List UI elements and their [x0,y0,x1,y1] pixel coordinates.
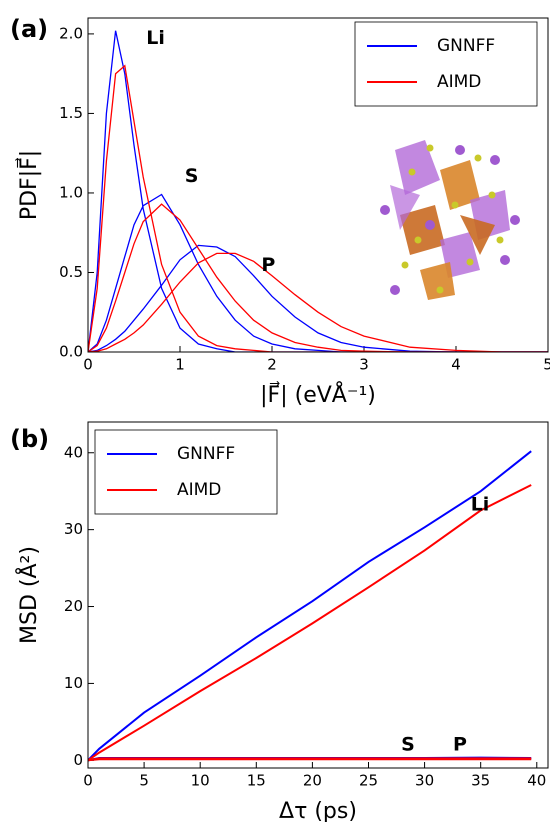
legend-box [355,22,537,106]
y-axis-label: MSD (Å²) [15,546,42,644]
y-tick-label: 30 [64,520,83,538]
x-tick-label: 10 [191,772,210,790]
species-label: Li [471,494,490,516]
legend-label: AIMD [437,72,481,92]
x-tick-label: 1 [175,356,185,374]
species-label: P [261,254,275,276]
y-tick-label: 10 [64,674,83,692]
crystal-inset [380,140,520,300]
species-label: Li [146,27,165,49]
y-tick-label: 1.0 [59,183,83,201]
x-tick-label: 5 [543,356,550,374]
x-tick-label: 15 [247,772,266,790]
x-tick-label: 4 [451,356,461,374]
y-tick-label: 0 [73,751,83,769]
curve [88,759,531,760]
x-tick-label: 25 [359,772,378,790]
x-axis-label: |F⃗| (eVÅ⁻¹) [260,381,376,408]
x-tick-label: 0 [83,772,93,790]
x-tick-label: 5 [139,772,149,790]
curve [88,485,531,760]
legend-box [95,430,277,514]
x-tick-label: 2 [267,356,277,374]
y-tick-label: 1.5 [59,104,83,122]
x-tick-label: 30 [415,772,434,790]
y-tick-label: 0.0 [59,343,83,361]
legend-label: AIMD [177,480,221,500]
panel: (b) 0 5 10 15 20 25 30 35 40 0 10 20 30 40 Li S P Δτ (ps) M… [10,422,548,822]
x-axis-label: Δτ (ps) [279,799,357,822]
x-tick-label: 20 [303,772,322,790]
legend-label: GNNFF [177,444,235,464]
panel-label: (a) [10,15,48,43]
panel-label: (b) [10,425,49,453]
figure: (a) 0 1 2 3 4 5 0.0 0.5 1.0 1.5 2.0 Li S P |F⃗| (eVÅ⁻¹)… [0,0,550,822]
y-axis-label: PDF|F⃗| [15,150,42,220]
x-tick-label: 35 [471,772,490,790]
x-tick-label: 40 [527,772,546,790]
x-tick-label: 0 [83,356,93,374]
y-tick-label: 0.5 [59,263,83,281]
legend-label: GNNFF [437,36,495,56]
species-label: S [185,165,199,187]
curve [88,245,548,352]
y-tick-label: 20 [64,597,83,615]
x-tick-label: 3 [359,356,369,374]
y-tick-label: 2.0 [59,24,83,42]
y-tick-label: 40 [64,443,83,461]
species-label: S [401,734,415,756]
species-label: P [453,734,467,756]
panel: (a) 0 1 2 3 4 5 0.0 0.5 1.0 1.5 2.0 Li S P |F⃗| (eVÅ⁻¹)… [10,15,550,408]
